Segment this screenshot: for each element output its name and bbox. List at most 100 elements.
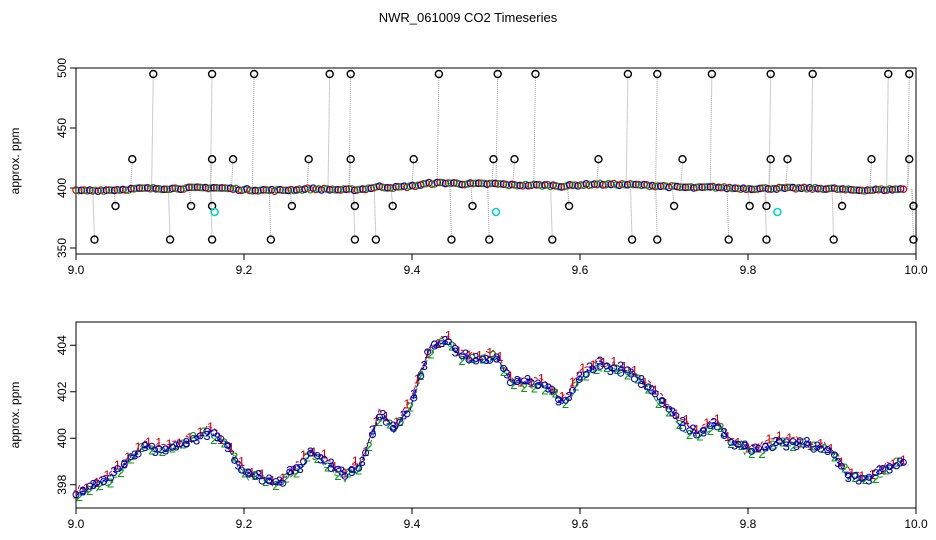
series-1-marker: 1: [465, 347, 472, 362]
baseline-point: [188, 183, 196, 192]
outlier-point: [623, 69, 633, 79]
series-3-marker: 3: [700, 424, 707, 439]
baseline-point: [894, 185, 902, 194]
series-2-marker: 2: [138, 440, 145, 455]
series-2-marker: 2: [748, 446, 755, 461]
top-xtick-label: 9.4: [404, 263, 421, 277]
series-2-marker: 2: [148, 442, 155, 457]
series-3-marker: 3: [296, 461, 303, 476]
outlier-point: [207, 69, 217, 79]
outlier-point: [909, 235, 918, 244]
series-2-marker: 2: [831, 450, 838, 465]
baseline-point: [684, 183, 693, 191]
series-1-marker: 1: [476, 348, 483, 363]
top-xtick-label: 9.0: [68, 263, 85, 277]
series-3-point: [762, 443, 769, 451]
outlier-point: [909, 201, 918, 211]
baseline-point: [328, 185, 337, 194]
baseline-point: [477, 179, 486, 188]
baseline-point: [701, 183, 709, 191]
baseline-point: [223, 184, 232, 193]
raw-excursion: [449, 183, 452, 240]
baseline-point: [728, 184, 737, 193]
series-3-point: [458, 352, 466, 360]
series-3-point: [865, 473, 873, 481]
series-3-marker: 3: [265, 472, 272, 487]
baseline-point: [532, 181, 541, 189]
series-3-point: [362, 449, 370, 457]
series-3-marker: 3: [855, 472, 862, 487]
baseline-point: [819, 185, 828, 194]
series-1-marker: 1: [889, 456, 896, 471]
baseline-point: [177, 185, 185, 194]
series-3-point: [231, 456, 239, 464]
raw-excursion: [167, 188, 171, 240]
top-ytick-label: 500: [55, 58, 69, 78]
series-3-marker: 3: [183, 435, 190, 450]
series-3-marker: 3: [379, 407, 386, 422]
series-3-marker: 3: [731, 438, 738, 453]
raw-excursion: [92, 190, 95, 240]
cyan-point: [210, 207, 219, 217]
baseline-point: [764, 185, 773, 193]
series-2-marker: 2: [800, 436, 807, 451]
series-3-point: [396, 418, 404, 426]
baseline-point: [783, 183, 792, 192]
raw-excursion: [625, 73, 629, 185]
series-2-marker: 2: [334, 468, 341, 483]
series-2-marker: 2: [86, 483, 93, 498]
outlier-point: [724, 235, 733, 244]
series-2-marker: 2: [872, 471, 879, 486]
baseline-point: [513, 181, 522, 190]
baseline-point: [386, 183, 395, 192]
top-panel: approx. ppm 9.0 9.2 9.4 9.6 9.8 10.0 350 400 450…: [8, 58, 928, 277]
series-3-point: [348, 465, 356, 473]
series-2-marker: 2: [603, 360, 610, 375]
top-ytick-label: 400: [55, 178, 69, 198]
baseline-point: [695, 183, 704, 191]
series-2-marker: 2: [376, 414, 383, 429]
series-1-marker: 1: [817, 436, 824, 451]
series-2-marker: 2: [252, 468, 259, 483]
series-1-marker: 1: [569, 375, 576, 390]
series-3-marker: 3: [172, 438, 179, 453]
series-2-marker: 2: [427, 346, 434, 361]
baseline-point: [185, 183, 193, 192]
series-3-point: [327, 465, 335, 473]
bottom-plot-frame: [75, 321, 917, 509]
raw-excursion: [327, 73, 331, 190]
raw-excursion: [907, 73, 910, 190]
raw-excursion: [911, 189, 914, 240]
series-3-point: [858, 474, 866, 482]
baseline-point: [825, 184, 833, 193]
baseline-point: [836, 185, 844, 193]
series-3-marker: 3: [627, 365, 634, 380]
series-3-point: [727, 438, 735, 446]
series-3-point: [493, 355, 501, 363]
series-3-point: [403, 410, 411, 418]
baseline-point: [320, 184, 329, 193]
series-3-marker: 3: [565, 389, 572, 404]
series-3-marker: 3: [359, 454, 366, 469]
raw-excursion: [768, 159, 772, 189]
series-3-point: [837, 462, 845, 470]
outlier-point: [207, 235, 217, 244]
baseline-point: [190, 183, 199, 192]
series-2-marker: 2: [883, 462, 890, 477]
series-3-point: [279, 479, 287, 487]
series-3-point: [782, 438, 790, 446]
series-3-marker: 3: [255, 467, 262, 482]
outlier-point: [783, 154, 792, 164]
bottom-xtick-label: 9.4: [404, 517, 421, 531]
series-3-point: [768, 444, 776, 452]
series-3-marker: 3: [658, 395, 665, 410]
series-2-marker: 2: [324, 460, 331, 475]
baseline-point: [364, 184, 373, 192]
series-3-point: [810, 445, 818, 453]
series-3-marker: 3: [214, 429, 221, 444]
baseline-point: [130, 185, 138, 193]
raw-excursion: [886, 73, 889, 190]
outlier-point: [837, 201, 847, 211]
series-3-point: [734, 440, 742, 448]
series-1-marker: 1: [558, 389, 565, 404]
